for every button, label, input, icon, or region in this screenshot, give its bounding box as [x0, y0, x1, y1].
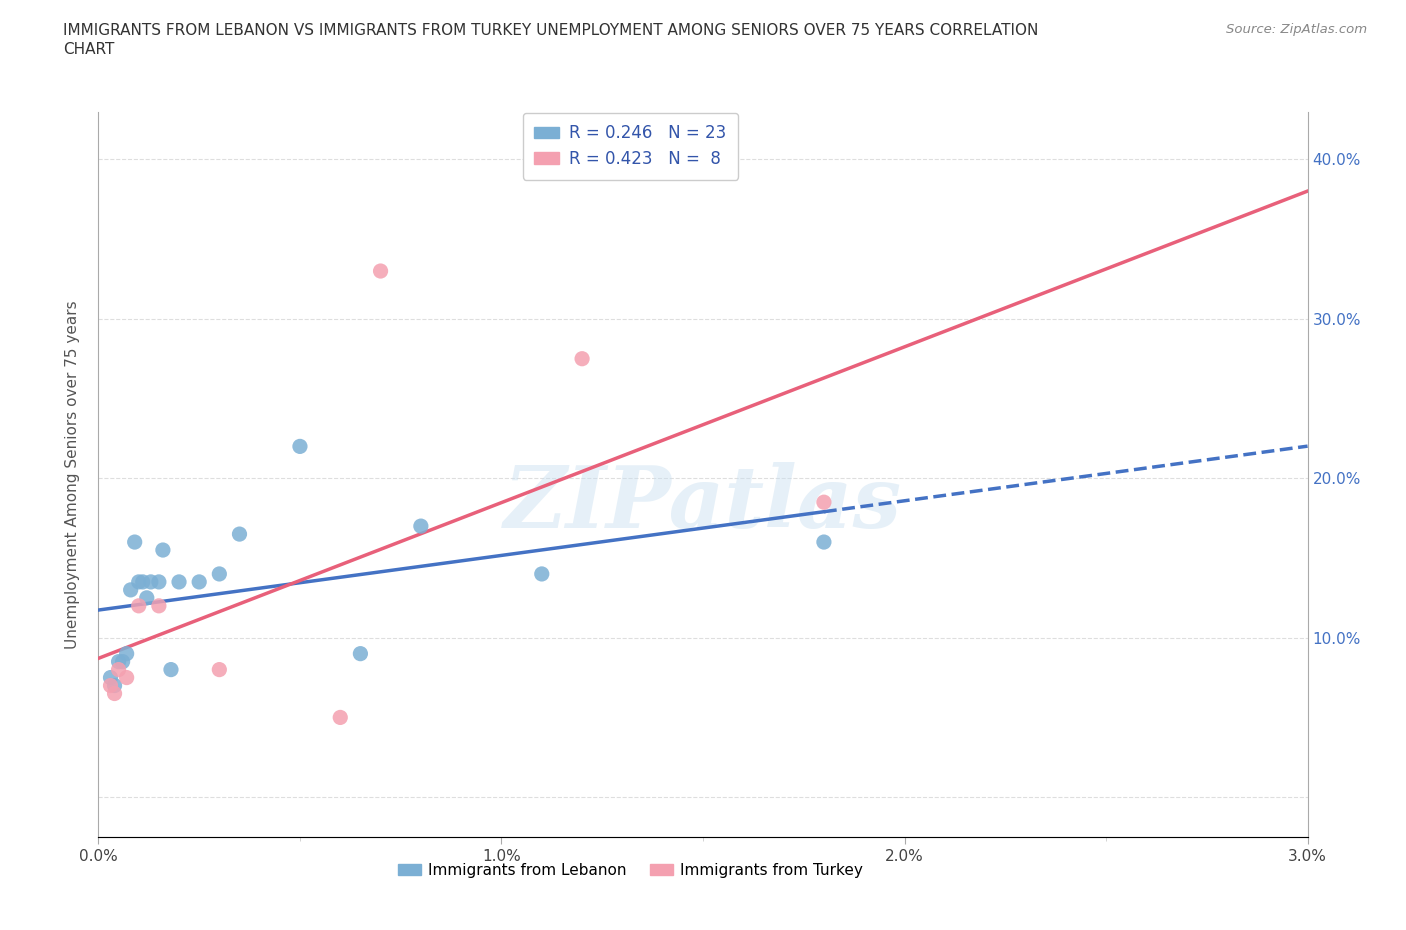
Point	[813, 495, 835, 510]
Point	[115, 646, 138, 661]
Point	[132, 575, 155, 590]
Point	[208, 662, 231, 677]
Y-axis label: Unemployment Among Seniors over 75 years: Unemployment Among Seniors over 75 years	[65, 300, 80, 648]
Point	[409, 519, 432, 534]
Point	[139, 575, 162, 590]
Point	[107, 654, 129, 669]
Point	[148, 575, 170, 590]
Point	[288, 439, 311, 454]
Point	[100, 671, 122, 685]
Point	[167, 575, 190, 590]
Point	[128, 575, 150, 590]
Point	[228, 526, 250, 541]
Point	[100, 678, 122, 693]
Point	[349, 646, 371, 661]
Point	[111, 654, 134, 669]
Point	[120, 582, 142, 597]
Text: CHART: CHART	[63, 42, 115, 57]
Text: Source: ZipAtlas.com: Source: ZipAtlas.com	[1226, 23, 1367, 36]
Legend: Immigrants from Lebanon, Immigrants from Turkey: Immigrants from Lebanon, Immigrants from…	[392, 857, 869, 884]
Point	[188, 575, 211, 590]
Point	[103, 686, 125, 701]
Point	[124, 535, 146, 550]
Point	[571, 352, 593, 366]
Point	[148, 598, 170, 613]
Text: IMMIGRANTS FROM LEBANON VS IMMIGRANTS FROM TURKEY UNEMPLOYMENT AMONG SENIORS OVE: IMMIGRANTS FROM LEBANON VS IMMIGRANTS FR…	[63, 23, 1039, 38]
Point	[370, 263, 392, 278]
Text: ZIPatlas: ZIPatlas	[503, 461, 903, 545]
Point	[329, 710, 352, 724]
Point	[103, 678, 125, 693]
Point	[813, 535, 835, 550]
Point	[160, 662, 183, 677]
Point	[135, 591, 157, 605]
Point	[115, 671, 138, 685]
Point	[530, 566, 553, 581]
Point	[152, 542, 174, 557]
Point	[128, 598, 150, 613]
Point	[107, 662, 129, 677]
Point	[208, 566, 231, 581]
